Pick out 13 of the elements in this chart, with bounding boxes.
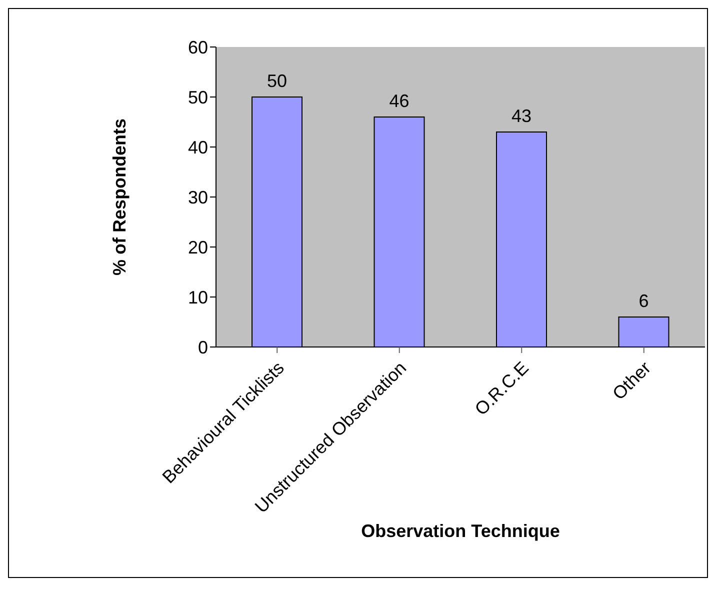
y-tick-label: 50 (188, 87, 208, 108)
data-label: 6 (638, 291, 649, 311)
data-label: 46 (389, 91, 410, 111)
data-label: 50 (266, 71, 288, 91)
y-tick-label: 20 (188, 237, 208, 258)
y-axis-title: % of Respondents (109, 118, 130, 276)
y-tick-label: 10 (188, 287, 208, 308)
y-tick-label: 30 (188, 187, 208, 208)
y-tick-label: 60 (188, 37, 208, 58)
x-axis-title: Observation Technique (361, 521, 560, 541)
y-tick-label: 0 (198, 337, 208, 358)
y-tick-label: 40 (188, 137, 208, 158)
data-label: 43 (511, 106, 532, 126)
